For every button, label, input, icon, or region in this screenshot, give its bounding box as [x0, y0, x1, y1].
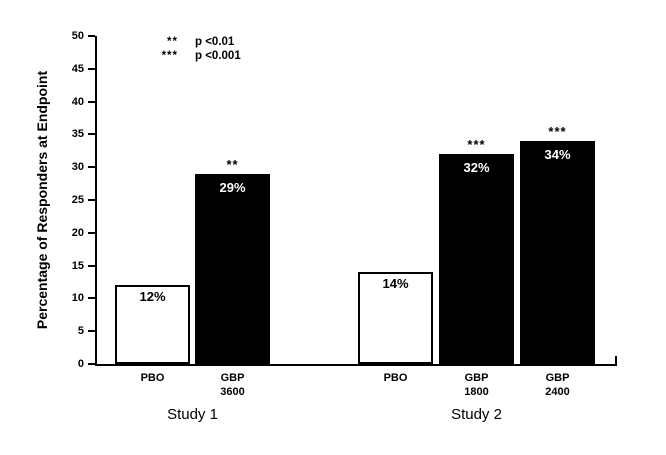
bar-value-label: 29% [219, 180, 246, 195]
y-tick-label: 20 [71, 227, 84, 239]
significance-marker: ** [226, 157, 239, 172]
significance-symbol: *** [161, 50, 178, 62]
y-tick-mark [88, 133, 95, 135]
group-label: Study 2 [451, 406, 502, 423]
legend-row: *** p <0.001 [150, 50, 241, 63]
y-tick-mark [88, 297, 95, 299]
x-axis-label: PBO [115, 371, 190, 385]
x-axis-end-tick [615, 356, 617, 366]
y-tick-mark [88, 232, 95, 234]
y-tick-mark [88, 199, 95, 201]
x-axis-label: GBP 2400 [520, 371, 595, 399]
significance-legend: ** p <0.01 *** p <0.001 [150, 36, 241, 64]
y-tick-label: 30 [71, 161, 84, 173]
x-axis-label-line: PBO [140, 372, 165, 384]
y-tick-mark [88, 363, 95, 365]
significance-marker: *** [467, 137, 486, 152]
y-tick-label: 35 [71, 128, 84, 140]
x-axis-label-line: GBP [545, 372, 570, 384]
x-axis-label-line: GBP [464, 372, 489, 384]
x-axis-line [95, 364, 617, 366]
y-tick-mark [88, 68, 95, 70]
x-axis-label-dose: 1800 [464, 386, 489, 398]
y-tick-label: 40 [71, 96, 84, 108]
bar-pbo: 14% [358, 272, 433, 364]
y-tick-mark [88, 101, 95, 103]
y-tick-mark [88, 330, 95, 332]
bar-gbp-2400: 34% [520, 141, 595, 364]
bar-gbp-3600: 29% [195, 174, 270, 364]
bar-value-label: 12% [139, 289, 166, 304]
legend-text: p <0.001 [195, 50, 241, 62]
legend-row: ** p <0.01 [150, 36, 241, 49]
bar-gbp-1800: 32% [439, 154, 514, 364]
y-axis-line [95, 36, 97, 366]
y-tick-label: 45 [71, 63, 84, 75]
y-tick-label: 10 [71, 292, 84, 304]
y-tick-mark [88, 265, 95, 267]
y-tick-mark [88, 35, 95, 37]
bar-pbo: 12% [115, 285, 190, 364]
y-tick-label: 5 [77, 325, 84, 337]
y-tick-label: 0 [77, 358, 84, 370]
significance-marker: *** [548, 124, 567, 139]
bar-value-label: 34% [544, 147, 571, 162]
y-tick-label: 15 [71, 260, 84, 272]
x-axis-label-line: PBO [383, 372, 408, 384]
x-axis-label-dose: 2400 [545, 386, 570, 398]
x-axis-label: GBP 1800 [439, 371, 514, 399]
bar-value-label: 14% [382, 276, 409, 291]
y-tick-label: 25 [71, 194, 84, 206]
x-axis-label-line: GBP [220, 372, 245, 384]
significance-symbol: ** [167, 36, 178, 48]
y-tick-mark [88, 166, 95, 168]
y-tick-label: 50 [71, 30, 84, 42]
legend-text: p <0.01 [195, 36, 235, 48]
group-label: Study 1 [167, 406, 218, 423]
bar-value-label: 32% [463, 160, 490, 175]
x-axis-label: GBP 3600 [195, 371, 270, 399]
x-axis-label-dose: 3600 [220, 386, 245, 398]
x-axis-label: PBO [358, 371, 433, 385]
